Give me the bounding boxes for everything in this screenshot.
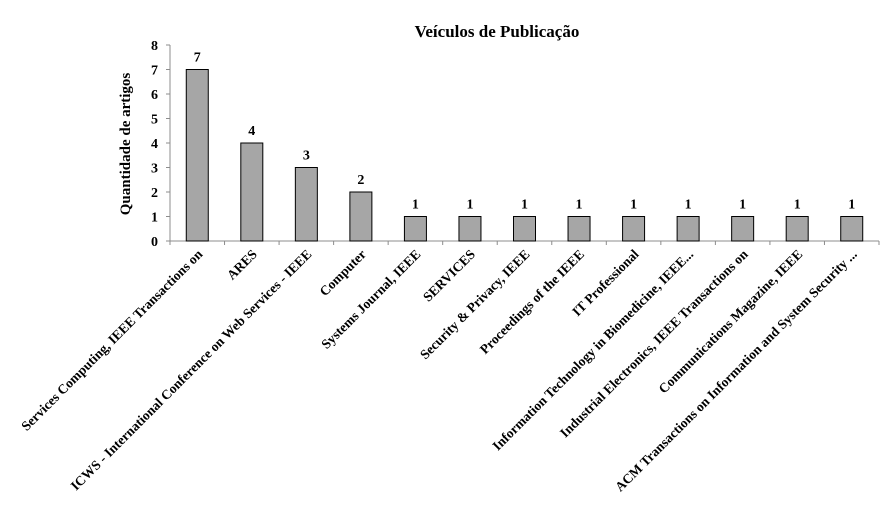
y-tick-label: 1 [151,211,158,226]
x-tick-label: Information Technology in Biomedicine, I… [489,247,696,454]
data-label: 1 [521,198,528,213]
bar [240,142,264,242]
y-axis-label: Quantidade de artigos [118,73,134,216]
y-tick-label: 5 [151,113,158,128]
x-tick-label: Industrial Electronics, IEEE Transaction… [557,246,751,440]
x-tick-label: Systems Journal, IEEE [318,247,423,352]
bar [513,216,536,242]
x-tick-label: Security & Privacy, IEEE [417,247,533,363]
data-label: 1 [848,198,855,213]
data-label: 1 [630,198,637,213]
labels-group: 7 Services Computing, IEEE Transactions o… [18,51,860,495]
data-label: 4 [248,124,255,139]
chart-title: Veículos de Publicação [415,22,580,41]
x-tick-label: SERVICES [420,247,478,305]
data-label: 1 [412,198,419,213]
bar [676,216,700,242]
data-label: 1 [466,198,473,213]
bar [731,216,755,242]
data-label: 1 [739,198,746,213]
y-tick-label: 7 [151,64,158,79]
y-tick-label: 2 [151,186,158,201]
x-tick-label: Computer [317,247,370,300]
bar [294,167,318,242]
bar [785,216,809,242]
bar [403,216,427,242]
x-tick-label: ARES [224,247,260,283]
bars-group [185,69,864,242]
y-tick-label: 6 [151,88,158,103]
bar [185,69,209,242]
bar [622,216,646,242]
data-label: 1 [794,198,801,213]
x-tick-label: Services Computing, IEEE Transactions on [18,246,205,433]
axes: 0 1 2 3 4 5 6 7 8 [151,39,880,250]
bar [458,216,482,242]
data-label: 1 [576,198,583,213]
x-tick-label: ICWS - International Conference on Web S… [68,247,315,494]
bar [840,216,864,242]
bar [349,191,373,242]
data-label: 2 [357,173,364,188]
data-label: 7 [194,51,201,66]
y-tick-label: 0 [151,235,158,250]
bar [567,216,591,242]
data-label: 3 [303,149,310,164]
data-label: 1 [685,198,692,213]
y-tick-label: 3 [151,162,158,177]
y-tick-label: 4 [151,137,158,152]
y-tick-label: 8 [151,39,158,54]
x-tick-label: Proceedings of the IEEE [477,247,587,357]
